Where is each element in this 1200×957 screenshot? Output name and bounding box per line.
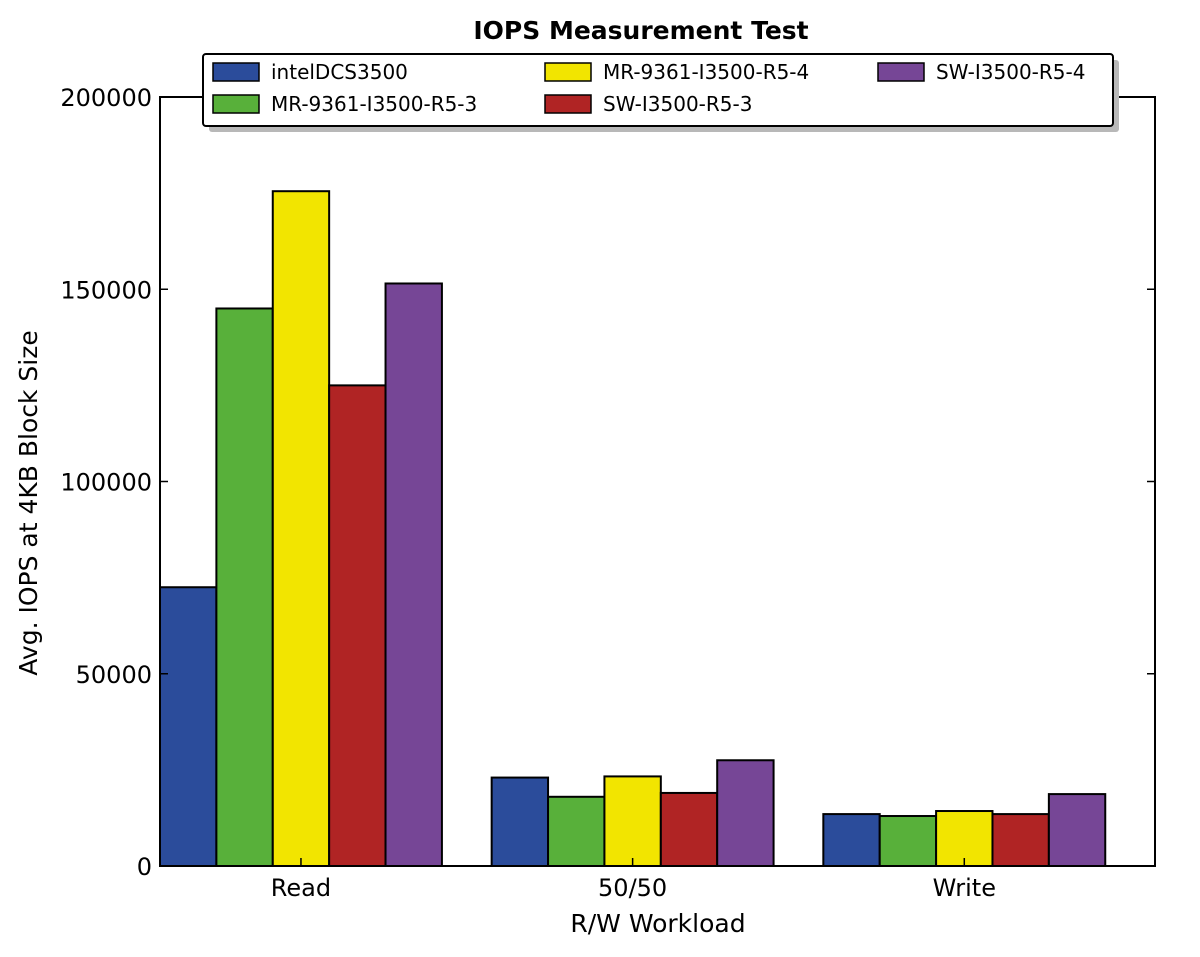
- y-tick-label: 100000: [60, 469, 152, 497]
- x-axis: Read 50/50 Write: [271, 97, 996, 902]
- bar-read-series-1: [159, 586, 218, 867]
- bar-read-series-5: [384, 282, 443, 868]
- legend-swatch: [544, 62, 592, 82]
- legend-swatch: [877, 62, 925, 82]
- bar-read-series-4: [328, 384, 387, 867]
- bar-50-50-series-1: [490, 776, 550, 867]
- y-tick-label: 200000: [60, 84, 152, 112]
- bar-write-series-2: [878, 815, 938, 868]
- chart-title: IOPS Measurement Test: [473, 16, 808, 45]
- legend-label: MR-9361-I3500-R5-4: [603, 60, 809, 84]
- legend-swatch: [212, 94, 260, 114]
- bar-write-series-1: [822, 813, 881, 868]
- x-axis-title: R/W Workload: [570, 909, 745, 938]
- y-axis-title: Avg. IOPS at 4KB Block Size: [14, 330, 43, 675]
- bars-group: [159, 190, 1107, 868]
- x-tick-label: Write: [933, 874, 996, 902]
- bar-write-series-3: [935, 810, 994, 867]
- bar-50-50-series-4: [659, 791, 719, 868]
- bar-50-50-series-5: [716, 759, 775, 868]
- legend-swatch: [544, 94, 592, 114]
- bar-write-series-4: [991, 813, 1050, 868]
- y-tick-label: 50000: [76, 661, 152, 689]
- x-tick-label: Read: [271, 874, 331, 902]
- bar-50-50-series-2: [547, 795, 606, 867]
- bar-read-series-2: [215, 307, 274, 868]
- bar-50-50-series-3: [603, 775, 662, 867]
- y-axis: 0 50000 100000 150000 200000: [60, 84, 1155, 881]
- legend-label: SW-I3500-R5-3: [603, 92, 752, 116]
- y-tick-label: 150000: [60, 276, 152, 304]
- bar-read-series-3: [271, 190, 331, 867]
- legend-label: MR-9361-I3500-R5-3: [271, 92, 477, 116]
- y-tick-label: 0: [137, 853, 152, 881]
- x-tick-label: 50/50: [598, 874, 667, 902]
- legend-label: intelDCS3500: [271, 60, 408, 84]
- legend-label: SW-I3500-R5-4: [936, 60, 1085, 84]
- bar-write-series-5: [1047, 793, 1107, 868]
- legend-swatch: [212, 62, 260, 82]
- legend: intelDCS3500 MR-9361-I3500-R5-3 MR-9361-I3…: [202, 53, 1119, 132]
